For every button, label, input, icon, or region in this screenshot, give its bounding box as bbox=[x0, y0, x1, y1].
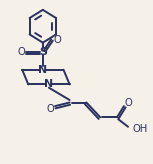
Text: O: O bbox=[124, 98, 132, 108]
Text: OH: OH bbox=[132, 124, 148, 134]
Text: N: N bbox=[38, 65, 47, 75]
Text: O: O bbox=[54, 35, 61, 45]
Text: S: S bbox=[39, 47, 47, 57]
Text: O: O bbox=[17, 47, 25, 57]
Text: O: O bbox=[46, 104, 54, 114]
Text: N: N bbox=[44, 80, 54, 89]
